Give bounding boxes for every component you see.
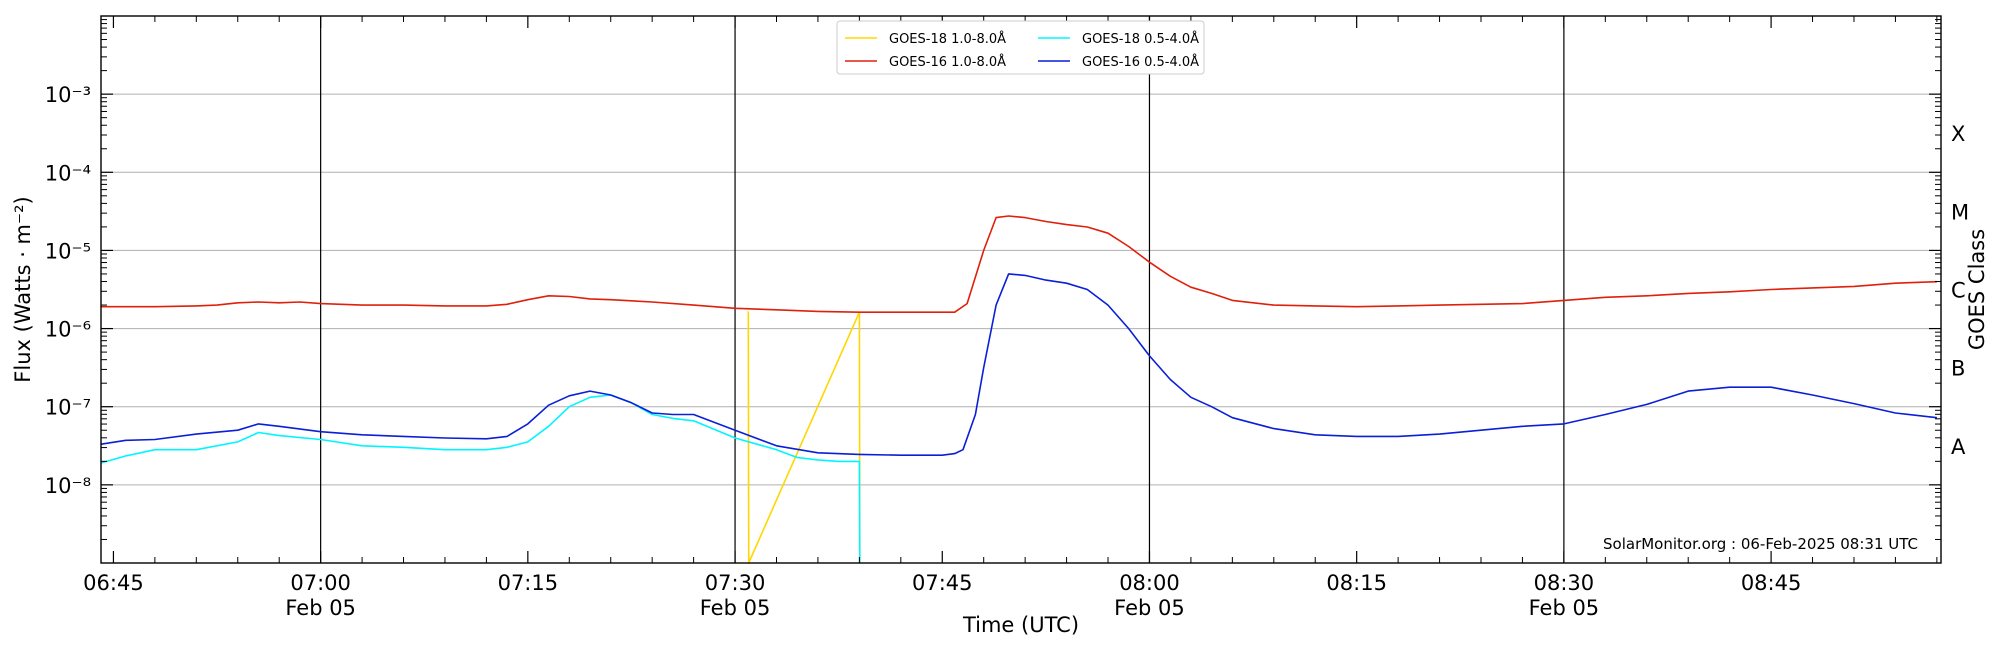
x-tick-date-label-7: Feb 05 xyxy=(1529,596,1600,620)
goes-class-label-A: A xyxy=(1951,435,1966,459)
x-tick-label-4: 07:45 xyxy=(912,571,973,595)
x-tick-label-0: 06:45 xyxy=(83,571,144,595)
x-tick-date-label-3: Feb 05 xyxy=(700,596,771,620)
legend: GOES-18 1.0-8.0Å GOES-18 0.5-4.0Å GOES-16 … xyxy=(836,20,1205,75)
x-tick-date-label-5: Feb 05 xyxy=(1114,596,1185,620)
legend-label-0: GOES-18 1.0-8.0Å xyxy=(889,31,1006,47)
y-tick-label-0: 10⁻⁸ xyxy=(45,474,91,498)
x-tick-label-3: 07:30 xyxy=(705,571,766,595)
goes-class-label-C: C xyxy=(1951,279,1966,303)
x-tick-label-2: 07:15 xyxy=(498,571,559,595)
y-tick-label-5: 10⁻³ xyxy=(45,83,91,107)
credit-text: SolarMonitor.org : 06-Feb-2025 08:31 UTC xyxy=(1603,535,1918,553)
flux-series xyxy=(100,215,1937,564)
goes-class-axis-title: GOES Class xyxy=(1965,229,1989,350)
y-tick-label-4: 10⁻⁴ xyxy=(45,161,91,185)
series-line-1 xyxy=(101,215,1937,313)
legend-label-3: GOES-16 0.5-4.0Å xyxy=(1082,54,1199,70)
series-line-0 xyxy=(747,311,861,564)
y-tick-label-2: 10⁻⁶ xyxy=(45,318,91,342)
goes-class-label-X: X xyxy=(1951,122,1965,146)
y-tick-label-3: 10⁻⁵ xyxy=(45,239,91,263)
x-tick-label-8: 08:45 xyxy=(1741,571,1802,595)
series-line-3 xyxy=(100,273,1937,456)
plot-frame xyxy=(100,15,1942,564)
grid-lines xyxy=(101,93,1941,486)
y-tick-label-1: 10⁻⁷ xyxy=(45,396,91,420)
goes-class-label-M: M xyxy=(1951,200,1969,224)
x-tick-label-7: 08:30 xyxy=(1534,571,1595,595)
y-axis-title: Flux (Watts · m⁻²) xyxy=(11,196,35,382)
x-tick-label-1: 07:00 xyxy=(290,571,351,595)
x-tick-date-label-1: Feb 05 xyxy=(285,596,356,620)
axis-ticks xyxy=(101,16,1941,563)
series-line-2 xyxy=(100,394,861,564)
legend-box xyxy=(836,20,1205,75)
legend-label-2: GOES-18 0.5-4.0Å xyxy=(1082,31,1199,47)
x-tick-label-6: 08:15 xyxy=(1326,571,1387,595)
legend-label-1: GOES-16 1.0-8.0Å xyxy=(889,54,1006,70)
x-axis-title: Time (UTC) xyxy=(962,613,1079,637)
x-tick-label-5: 08:00 xyxy=(1119,571,1180,595)
day-marker-lines xyxy=(320,16,1565,563)
goes-class-label-B: B xyxy=(1951,357,1965,381)
